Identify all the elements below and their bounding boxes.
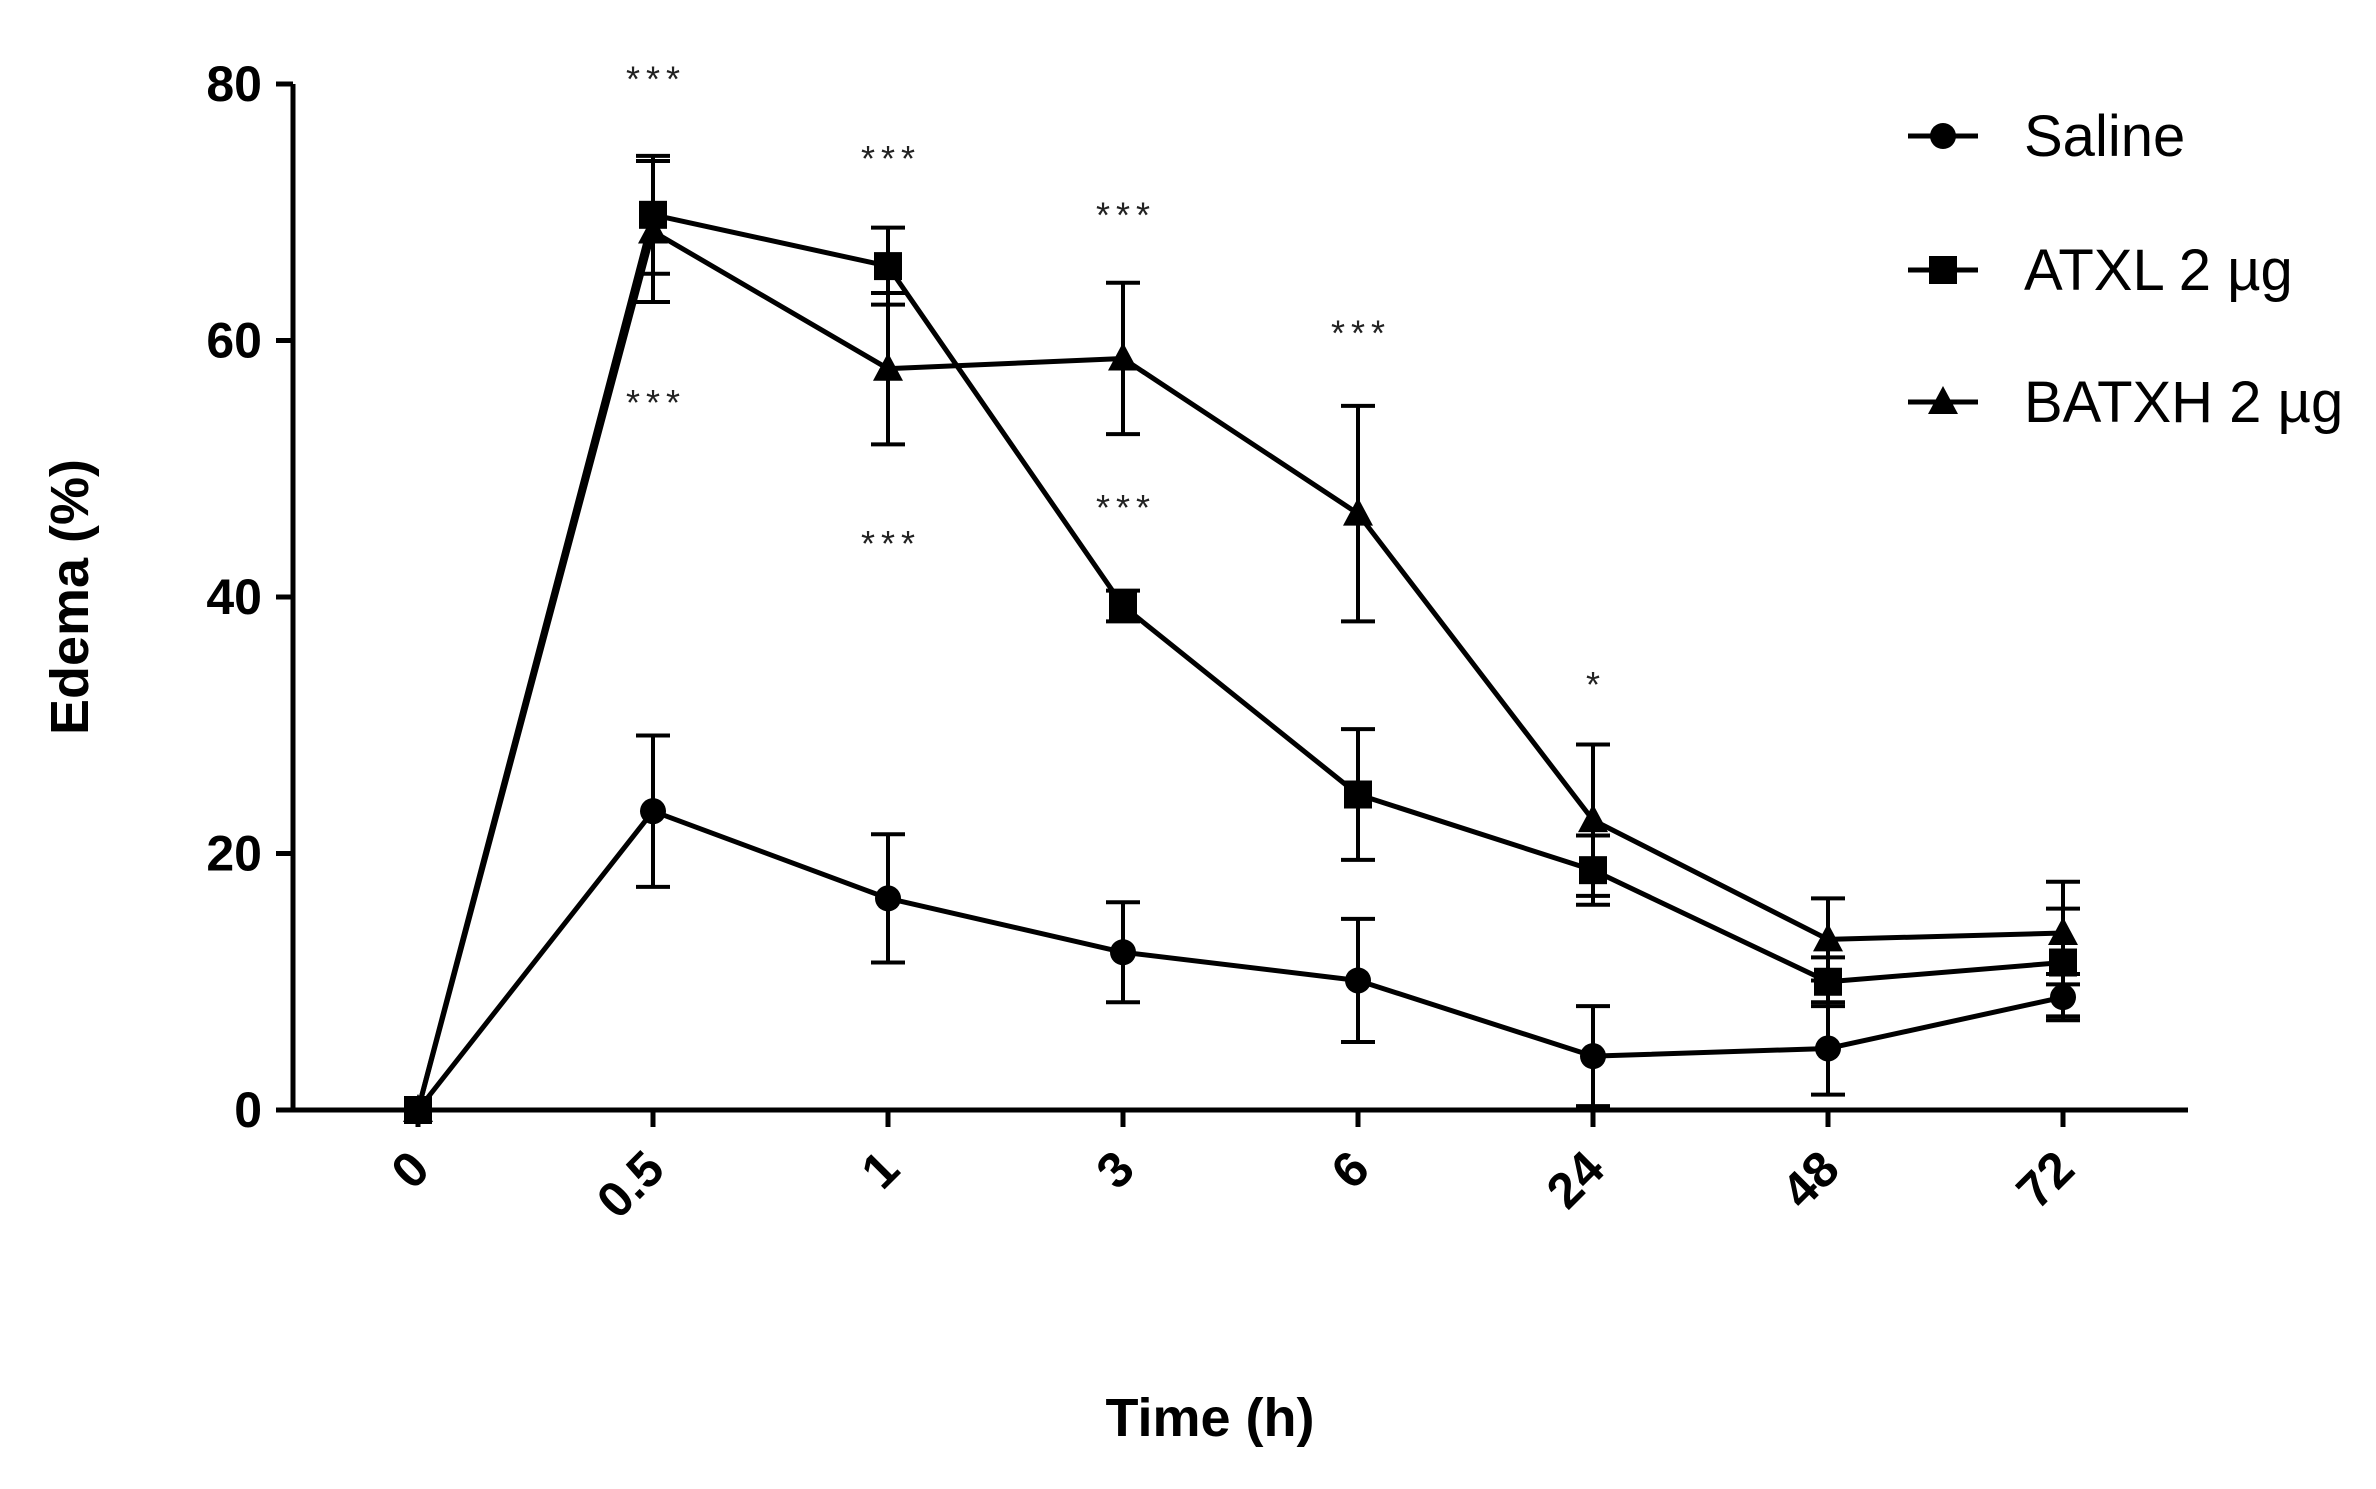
ticks: 0 20 40 60 80 0 0.5 1 3 6 24 48 72 <box>206 56 2084 1229</box>
data-point-circle <box>1580 1043 1606 1070</box>
data-point-triangle <box>873 352 903 381</box>
data-point-triangle <box>1108 342 1138 371</box>
series-line <box>415 212 2064 1111</box>
y-tick-label: 40 <box>206 569 262 625</box>
x-tick-label: 72 <box>2006 1140 2085 1219</box>
data-point-triangle <box>1813 923 1843 952</box>
legend-item: Saline <box>1908 104 2185 169</box>
axes: Edema (%) Time (h) <box>40 84 2188 1448</box>
legend-item: ATXL 2 µg <box>1908 238 2293 303</box>
data-point-circle <box>875 885 901 912</box>
y-tick-label: 80 <box>206 56 262 112</box>
x-tick-label: 1 <box>851 1140 910 1199</box>
significance-label: *** <box>861 523 921 564</box>
legend-marker-triangle <box>1928 386 1958 414</box>
data-point-circle <box>640 798 666 825</box>
legend-label: BATXH 2 µg <box>2024 370 2343 435</box>
data-point-circle <box>1345 967 1371 994</box>
x-tick-label: 48 <box>1771 1140 1850 1219</box>
y-axis-title: Edema (%) <box>40 459 100 735</box>
x-tick-label: 0 <box>381 1140 440 1199</box>
data-point-square <box>1344 780 1372 809</box>
x-tick-label: 3 <box>1086 1140 1145 1199</box>
series-line <box>415 228 2064 1111</box>
series-line <box>416 808 2064 1112</box>
data-point-square <box>874 252 902 281</box>
plot-area <box>403 153 2080 1124</box>
data-point-triangle <box>1343 497 1373 526</box>
legend-item: BATXH 2 µg <box>1908 370 2343 435</box>
legend-label: ATXL 2 µg <box>2024 238 2293 303</box>
x-axis-title: Time (h) <box>1105 1388 1314 1448</box>
data-point-triangle <box>1578 804 1608 833</box>
significance-label: *** <box>1096 487 1156 528</box>
legend-marker-square <box>1929 256 1957 284</box>
data-point-circle <box>1110 939 1136 966</box>
significance-label: *** <box>626 382 686 423</box>
data-point-circle <box>1815 1035 1841 1062</box>
data-point-triangle <box>2048 917 2078 946</box>
y-tick-label: 20 <box>206 826 262 882</box>
y-tick-label: 60 <box>206 313 262 369</box>
x-tick-label: 0.5 <box>586 1140 675 1229</box>
y-tick-label: 0 <box>234 1082 262 1138</box>
x-tick-label: 6 <box>1321 1140 1380 1199</box>
annotations: ********************** <box>626 59 1606 705</box>
legend-marker-circle <box>1930 123 1956 149</box>
significance-label: * <box>1586 664 1606 705</box>
significance-label: *** <box>626 59 686 100</box>
significance-label: *** <box>1331 313 1391 354</box>
series-triangle <box>403 158 2080 1122</box>
significance-label: *** <box>861 138 921 179</box>
legend-label: Saline <box>2024 104 2185 169</box>
x-tick-label: 24 <box>1536 1140 1615 1219</box>
data-point-triangle <box>403 1094 433 1122</box>
data-point-triangle <box>638 215 668 244</box>
legend: Saline ATXL 2 µg BATXH 2 µg <box>1908 104 2343 435</box>
data-point-square <box>1109 591 1137 620</box>
significance-label: *** <box>1096 195 1156 236</box>
